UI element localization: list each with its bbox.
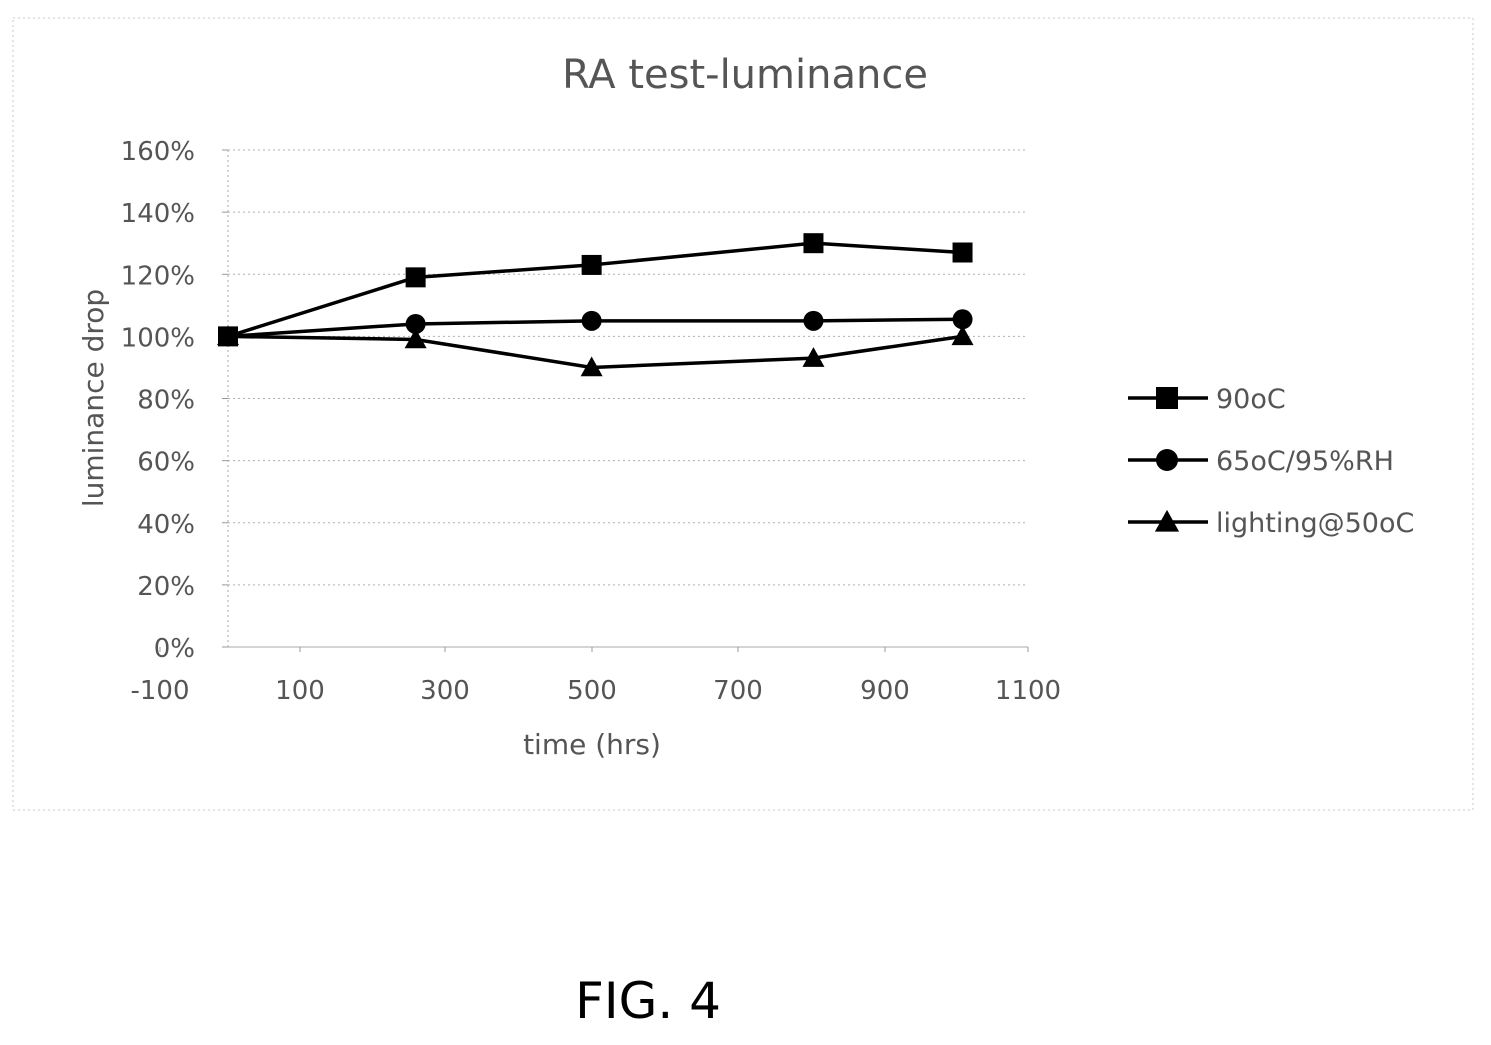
data-point-triangle (580, 356, 603, 377)
x-tick-label: 500 (567, 676, 617, 706)
x-tick-label: 900 (860, 676, 910, 706)
y-tick-label: 140% (121, 199, 195, 229)
x-axis-label: time (hrs) (523, 728, 661, 761)
data-point-circle (803, 310, 824, 331)
legend-item-3: lighting@50oC (1128, 508, 1414, 539)
x-tick-label: 1100 (995, 676, 1061, 706)
data-point-circle (405, 313, 426, 334)
data-point-triangle (951, 325, 974, 346)
tick-labels: 0% 20% 40% 60% 80% 100% 120% 140% 160% -100 100 300… (121, 137, 1061, 706)
figure-caption: FIG. 4 (575, 972, 721, 1030)
legend-label: 90oC (1216, 384, 1286, 415)
data-point-square (1156, 387, 1178, 409)
data-point-circle (581, 310, 602, 331)
series-3 (217, 325, 974, 377)
y-axis-label: luminance drop (77, 289, 110, 507)
x-tick-label: -100 (130, 676, 189, 706)
legend-item-1: 90oC (1128, 384, 1286, 415)
y-tick-label: 20% (137, 572, 195, 602)
data-point-square (803, 233, 824, 254)
data-point-square (581, 254, 602, 275)
data-point-circle (952, 309, 973, 330)
series-line (227, 334, 963, 370)
axes (159, 149, 1029, 652)
series-lines (217, 233, 974, 377)
legend: 90oC 65oC/95%RH lighting@50oC (1128, 384, 1414, 539)
data-point-square (952, 242, 973, 263)
data-point-triangle (1154, 509, 1180, 532)
x-tick-label: 100 (275, 676, 325, 706)
y-tick-label: 0% (154, 634, 195, 664)
y-tick-label: 100% (121, 323, 195, 353)
legend-label: 65oC/95%RH (1216, 446, 1394, 477)
x-tick-label: 700 (713, 676, 763, 706)
y-tick-label: 160% (121, 137, 195, 167)
chart-frame (12, 17, 1474, 811)
y-tick-label: 60% (137, 448, 195, 478)
chart-title: RA test-luminance (562, 52, 928, 98)
y-tick-label: 40% (137, 510, 195, 540)
data-point-triangle (217, 325, 239, 346)
data-point-square (405, 267, 426, 288)
y-tick-label: 120% (121, 261, 195, 291)
legend-label: lighting@50oC (1216, 508, 1414, 539)
series-2 (218, 309, 973, 347)
gridlines (228, 149, 1028, 586)
legend-item-2: 65oC/95%RH (1128, 446, 1394, 477)
y-tick-label: 80% (137, 386, 195, 416)
x-tick-label: 300 (420, 676, 470, 706)
data-point-circle (1156, 449, 1178, 471)
data-point-triangle (802, 347, 825, 367)
data-point-triangle (404, 328, 427, 349)
